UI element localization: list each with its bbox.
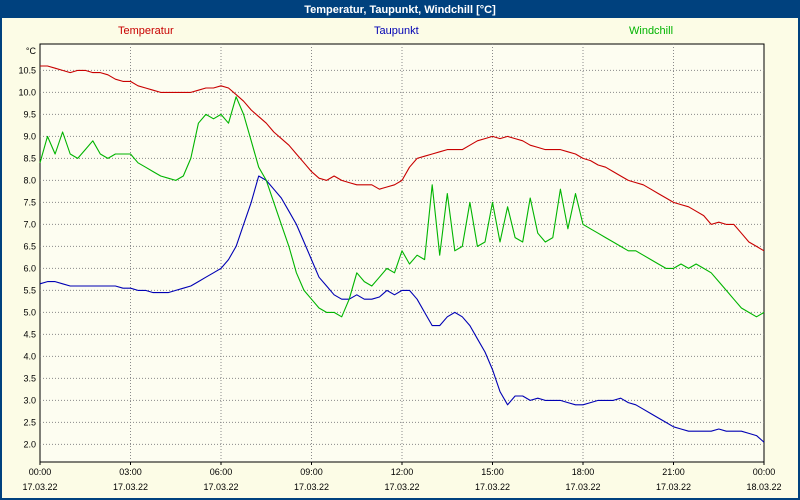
y-tick-label: 4.0 bbox=[23, 351, 36, 361]
legend-windchill-label: Windchill bbox=[629, 25, 674, 37]
x-tick-label: 03:00 bbox=[119, 467, 142, 477]
title-bar: Temperatur, Taupunkt, Windchill [°C] bbox=[2, 2, 798, 18]
x-tick-label: 06:00 bbox=[210, 467, 233, 477]
x-date-label: 17.03.22 bbox=[113, 482, 148, 492]
y-tick-label: 8.0 bbox=[23, 175, 36, 185]
y-tick-label: 2.0 bbox=[23, 439, 36, 449]
y-tick-label: 9.5 bbox=[23, 109, 36, 119]
legend-temperatur-label: Temperatur bbox=[118, 25, 174, 37]
y-tick-label: 2.5 bbox=[23, 417, 36, 427]
y-tick-label: 7.0 bbox=[23, 219, 36, 229]
y-tick-label: 6.0 bbox=[23, 263, 36, 273]
x-tick-label: 15:00 bbox=[481, 467, 504, 477]
x-date-label: 17.03.22 bbox=[656, 482, 691, 492]
y-tick-label: 5.5 bbox=[23, 285, 36, 295]
x-date-label: 17.03.22 bbox=[22, 482, 57, 492]
y-tick-label: 6.5 bbox=[23, 241, 36, 251]
x-tick-label: 18:00 bbox=[572, 467, 595, 477]
plot-area bbox=[39, 43, 765, 463]
x-date-label: 17.03.22 bbox=[384, 482, 419, 492]
x-tick-label: 12:00 bbox=[391, 467, 414, 477]
x-tick-label: 21:00 bbox=[662, 467, 685, 477]
x-date-label: 17.03.22 bbox=[475, 482, 510, 492]
y-tick-label: 8.5 bbox=[23, 153, 36, 163]
x-tick-label: 09:00 bbox=[300, 467, 323, 477]
x-date-label: 18.03.22 bbox=[746, 482, 781, 492]
series-taupunkt-line bbox=[39, 175, 765, 443]
x-tick-label: 00:00 bbox=[753, 467, 776, 477]
y-tick-label: 4.5 bbox=[23, 329, 36, 339]
page-title: Temperatur, Taupunkt, Windchill [°C] bbox=[304, 4, 496, 16]
y-axis-unit: °C bbox=[26, 46, 37, 56]
y-tick-label: 9.0 bbox=[23, 131, 36, 141]
x-date-label: 17.03.22 bbox=[203, 482, 238, 492]
x-tick-label: 00:00 bbox=[29, 467, 52, 477]
series-windchill-line bbox=[39, 96, 765, 318]
y-tick-label: 3.0 bbox=[23, 395, 36, 405]
x-date-label: 17.03.22 bbox=[294, 482, 329, 492]
y-tick-label: 7.5 bbox=[23, 197, 36, 207]
y-tick-label: 10.5 bbox=[18, 65, 36, 75]
series-temperatur-line bbox=[40, 65, 765, 252]
y-tick-label: 5.0 bbox=[23, 307, 36, 317]
y-tick-label: 10.0 bbox=[18, 87, 36, 97]
y-tick-label: 3.5 bbox=[23, 373, 36, 383]
x-date-label: 17.03.22 bbox=[565, 482, 600, 492]
legend-taupunkt-label: Taupunkt bbox=[374, 25, 419, 37]
